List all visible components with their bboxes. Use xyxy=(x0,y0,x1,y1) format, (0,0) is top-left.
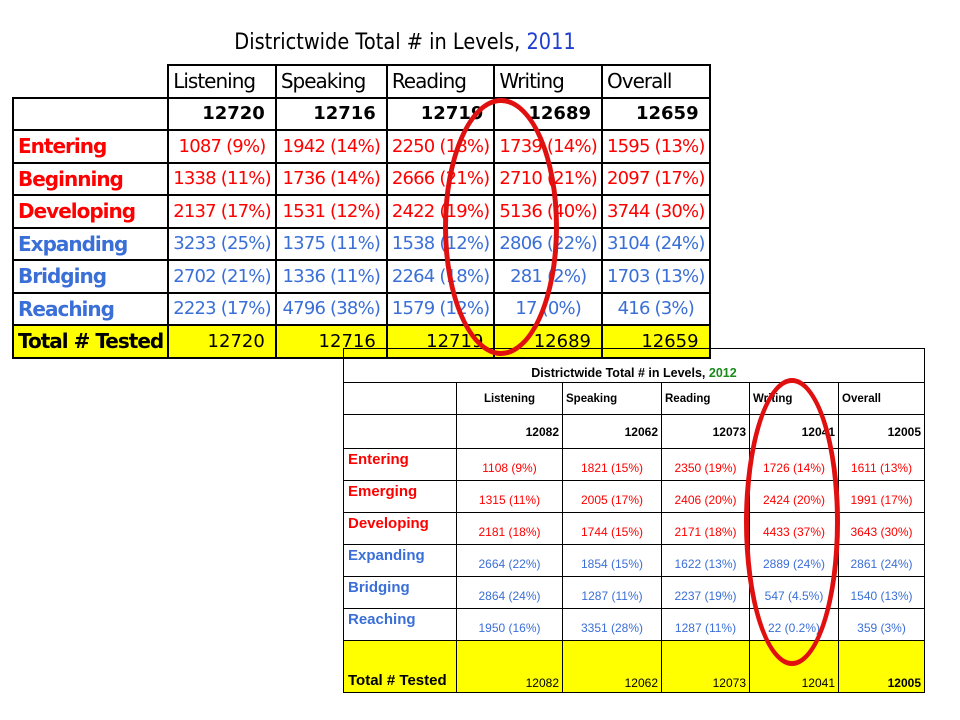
value-cell: 1703 (13%) xyxy=(601,259,711,294)
value-cell: 1108 (9%) xyxy=(456,448,563,481)
count-cell: 12073 xyxy=(661,414,750,449)
value-cell: 2097 (17%) xyxy=(601,161,711,196)
value-cell: 1991 (17%) xyxy=(838,480,925,513)
value-cell: 2864 (24%) xyxy=(456,576,563,609)
table-row-beginning: Beginning 1338 (11%) 1736 (14%) 2666 (21… xyxy=(11,161,711,196)
value-cell: 1744 (15%) xyxy=(562,512,662,545)
row-label: Reaching xyxy=(343,608,457,641)
row-label: Total # Tested xyxy=(11,324,170,359)
value-cell: 2223 (17%) xyxy=(167,291,277,326)
value-cell: 1375 (11%) xyxy=(274,226,388,261)
table-row-entering: Entering 1087 (9%) 1942 (14%) 2250 (18%)… xyxy=(11,129,711,164)
value-cell: 1611 (13%) xyxy=(838,448,925,481)
table-row-bridging: Bridging 2864 (24%) 1287 (11%) 2237 (19%… xyxy=(343,576,925,609)
count-cell: 12659 xyxy=(601,96,711,131)
value-cell: 2664 (22%) xyxy=(456,544,563,577)
row-label: Reaching xyxy=(11,291,170,326)
value-cell: 359 (3%) xyxy=(838,608,925,641)
table-row-bridging: Bridging 2702 (21%) 1336 (11%) 2264 (18%… xyxy=(11,259,711,294)
table-2011-year: 2011 xyxy=(526,30,576,55)
col-header-speaking: Speaking xyxy=(274,64,388,99)
col-header-overall: Overall xyxy=(601,64,711,99)
value-cell: 1540 (13%) xyxy=(838,576,925,609)
value-cell: 2171 (18%) xyxy=(661,512,750,545)
value-cell: 3351 (28%) xyxy=(562,608,662,641)
row-label: Bridging xyxy=(343,576,457,609)
col-header-overall: Overall xyxy=(838,382,925,415)
row-label: Emerging xyxy=(343,480,457,513)
writing-column-highlight-ellipse-2011 xyxy=(443,98,559,356)
value-cell: 1338 (11%) xyxy=(167,161,277,196)
value-cell: 2237 (19%) xyxy=(661,576,750,609)
count-cell: 12005 xyxy=(838,414,925,449)
value-cell: 1736 (14%) xyxy=(274,161,388,196)
total-cell: 12073 xyxy=(661,640,750,693)
value-cell: 1336 (11%) xyxy=(274,259,388,294)
count-cell: 12716 xyxy=(274,96,388,131)
count-cell: 12082 xyxy=(456,414,563,449)
value-cell: 1854 (15%) xyxy=(562,544,662,577)
value-cell: 2181 (18%) xyxy=(456,512,563,545)
value-cell: 1942 (14%) xyxy=(274,129,388,164)
row-label: Entering xyxy=(11,129,170,164)
total-cell: 12041 xyxy=(749,640,839,693)
total-cell: 12005 xyxy=(838,640,925,693)
table-row-reaching: Reaching 2223 (17%) 4796 (38%) 1579 (12%… xyxy=(11,291,711,326)
writing-column-highlight-ellipse-2012 xyxy=(744,378,840,666)
value-cell: 2005 (17%) xyxy=(562,480,662,513)
value-cell: 1950 (16%) xyxy=(456,608,563,641)
row-label: Developing xyxy=(343,512,457,545)
col-header-reading: Reading xyxy=(661,382,750,415)
table-2012-title-row: Districtwide Total # in Levels, 2012 xyxy=(343,348,925,383)
value-cell: 1315 (11%) xyxy=(456,480,563,513)
table-2012-header-row: Listening Speaking Reading Writing Overa… xyxy=(343,382,925,415)
total-cell: 12082 xyxy=(456,640,563,693)
value-cell: 1531 (12%) xyxy=(274,194,388,229)
row-label: Entering xyxy=(343,448,457,481)
row-label: Beginning xyxy=(11,161,170,196)
total-cell: 12720 xyxy=(167,324,277,359)
col-header-writing: Writing xyxy=(493,64,603,99)
value-cell: 2137 (17%) xyxy=(167,194,277,229)
value-cell: 3104 (24%) xyxy=(601,226,711,261)
value-cell: 1595 (13%) xyxy=(601,129,711,164)
table-2011-title: Districtwide Total # in Levels, 2011 xyxy=(234,30,576,55)
table-2012-title: Districtwide Total # in Levels, 2012 xyxy=(343,348,925,383)
row-label: Expanding xyxy=(343,544,457,577)
row-label: Total # Tested xyxy=(343,640,457,693)
col-header-listening: Listening xyxy=(456,382,563,415)
value-cell: 1087 (9%) xyxy=(167,129,277,164)
value-cell: 3744 (30%) xyxy=(601,194,711,229)
count-cell: 12062 xyxy=(562,414,662,449)
col-header-speaking: Speaking xyxy=(562,382,662,415)
value-cell: 1821 (15%) xyxy=(562,448,662,481)
table-2011-count-row: 12720 12716 12719 12689 12659 xyxy=(11,96,711,131)
table-2012-year: 2012 xyxy=(708,366,737,380)
table-row-reaching: Reaching 1950 (16%) 3351 (28%) 1287 (11%… xyxy=(343,608,925,641)
value-cell: 1287 (11%) xyxy=(661,608,750,641)
value-cell: 2702 (21%) xyxy=(167,259,277,294)
value-cell: 3643 (30%) xyxy=(838,512,925,545)
table-row-total-tested: Total # Tested 12082 12062 12073 12041 1… xyxy=(343,640,925,693)
value-cell: 4796 (38%) xyxy=(274,291,388,326)
value-cell: 2406 (20%) xyxy=(661,480,750,513)
col-header-listening: Listening xyxy=(167,64,277,99)
col-header-reading: Reading xyxy=(385,64,496,99)
table-2011: Listening Speaking Reading Writing Overa… xyxy=(11,64,711,359)
value-cell: 3233 (25%) xyxy=(167,226,277,261)
table-row-developing: Developing 2137 (17%) 1531 (12%) 2422 (1… xyxy=(11,194,711,229)
row-label: Expanding xyxy=(11,226,170,261)
row-label: Bridging xyxy=(11,259,170,294)
table-row-expanding: Expanding 3233 (25%) 1375 (11%) 1538 (12… xyxy=(11,226,711,261)
value-cell: 1622 (13%) xyxy=(661,544,750,577)
value-cell: 2350 (19%) xyxy=(661,448,750,481)
total-cell: 12062 xyxy=(562,640,662,693)
table-2012-count-row: 12082 12062 12073 12041 12005 xyxy=(343,414,925,449)
table-2011-header-row: Listening Speaking Reading Writing Overa… xyxy=(13,64,711,99)
count-cell: 12720 xyxy=(167,96,277,131)
value-cell: 1287 (11%) xyxy=(562,576,662,609)
value-cell: 2861 (24%) xyxy=(838,544,925,577)
value-cell: 416 (3%) xyxy=(601,291,711,326)
row-label: Developing xyxy=(11,194,170,229)
